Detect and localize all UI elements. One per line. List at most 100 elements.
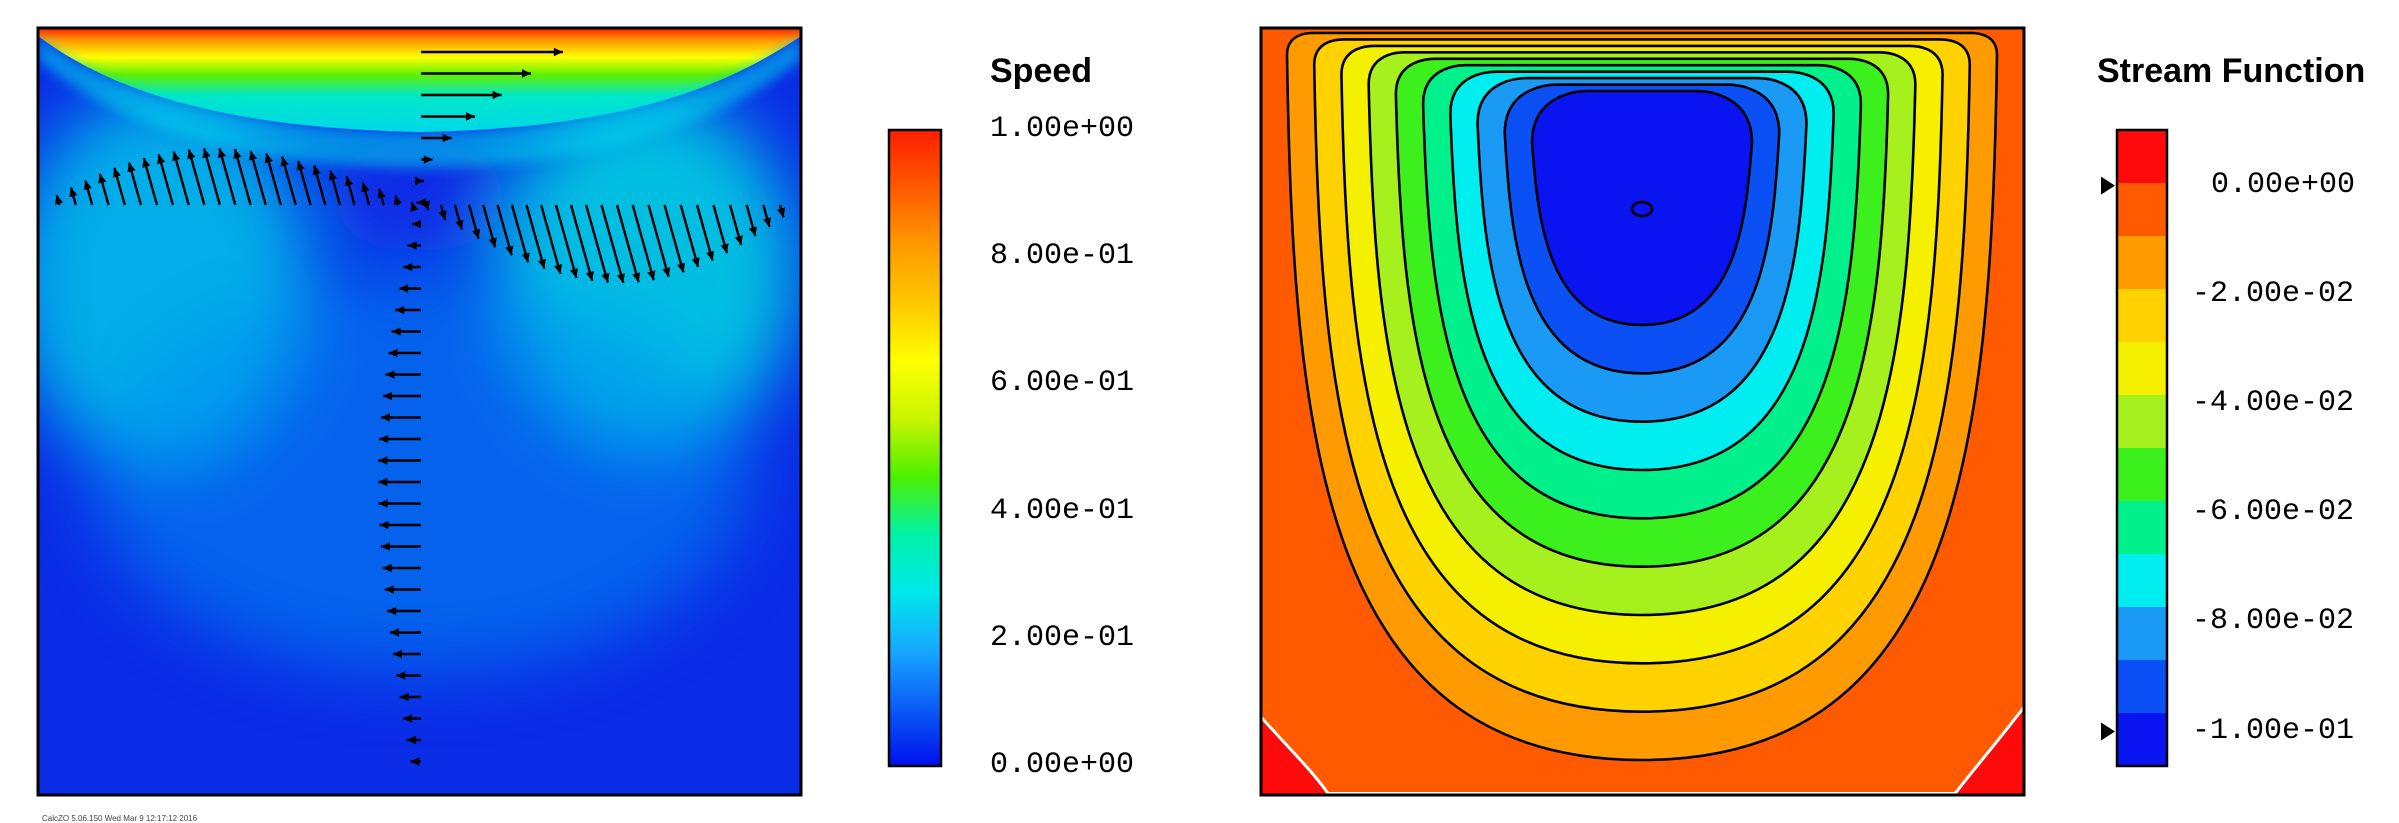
- stream-colorbar-bands: [2117, 130, 2167, 767]
- velocity-arrow: [525, 204, 546, 269]
- velocity-arrow: [510, 204, 530, 263]
- level-marker: [2101, 722, 2115, 741]
- speed-lid-fade: [38, 36, 801, 168]
- speed-blob-middle: [89, 272, 750, 673]
- speed-tick-label: 2.00e-01: [990, 620, 1135, 655]
- velocity-arrow: [403, 262, 421, 272]
- velocity-arrow: [379, 434, 421, 444]
- velocity-arrow: [421, 200, 430, 211]
- stream-colorbar-band: [2117, 236, 2167, 290]
- velocity-arrow: [396, 671, 421, 680]
- velocity-arrow: [496, 204, 514, 256]
- stream-function-plot: [1259, 26, 2026, 797]
- velocity-arrow: [647, 204, 671, 278]
- speed-tick-label: 1.00e+00: [990, 112, 1135, 146]
- stream-colorbar-band: [2117, 289, 2167, 343]
- velocity-arrow: [415, 176, 424, 186]
- velocity-arrow: [98, 173, 110, 206]
- stream-colorbar-frame: [2115, 128, 2169, 768]
- speed-tick-label: 4.00e-01: [990, 493, 1135, 528]
- velocity-arrow: [615, 204, 641, 283]
- stream-colorbar-band: [2117, 130, 2167, 184]
- velocity-arrow: [377, 188, 386, 206]
- velocity-arrow: [187, 149, 206, 206]
- velocity-arrow: [395, 305, 421, 315]
- stream-colorbar-band: [2117, 183, 2167, 237]
- velocity-arrow: [584, 204, 610, 283]
- stream-tick-label: -6.00e-02: [2192, 495, 2355, 530]
- velocity-arrow: [569, 204, 594, 282]
- velocity-arrow: [384, 585, 421, 594]
- corner-eddies: [1261, 704, 2024, 795]
- velocity-arrow: [540, 204, 563, 275]
- velocity-arrow: [600, 204, 625, 284]
- velocity-arrow: [382, 391, 421, 401]
- velocity-arrow: [280, 156, 297, 206]
- velocity-arrow: [679, 204, 700, 268]
- velocity-arrow: [217, 148, 237, 206]
- speed-tick-label: 6.00e-01: [990, 366, 1135, 401]
- velocity-arrow: [142, 157, 159, 206]
- level-marker: [2101, 176, 2115, 195]
- speed-field-lid: [38, 28, 801, 168]
- velocity-arrow: [378, 499, 421, 508]
- velocity-arrow: [712, 204, 729, 254]
- velocity-arrow: [382, 563, 421, 573]
- velocity-arrow: [378, 477, 421, 487]
- stream-colorbar-band: [2117, 448, 2167, 502]
- speed-colorbar-title: Speed: [990, 52, 1093, 90]
- velocity-arrow: [378, 456, 421, 465]
- speed-tick-label: 8.00e-01: [990, 239, 1135, 274]
- velocity-arrow: [663, 204, 686, 273]
- velocity-arrow: [410, 201, 419, 212]
- speed-tick-label: 0.00e+00: [990, 748, 1135, 782]
- velocity-arrow: [416, 198, 426, 207]
- velocity-arrow: [361, 182, 371, 206]
- stream-colorbar-title: Stream Function: [2097, 52, 2366, 90]
- velocity-arrow: [344, 176, 356, 206]
- velocity-arrow: [388, 348, 421, 358]
- velocity-arrow: [380, 413, 421, 422]
- velocity-arrow: [421, 47, 563, 57]
- velocity-arrow: [421, 69, 531, 78]
- speed-colorbar-frame: [887, 128, 943, 768]
- velocity-arrow: [157, 153, 175, 206]
- velocity-arrow: [202, 148, 222, 206]
- velocity-arrow: [172, 151, 190, 206]
- vortex-center: [1630, 200, 1654, 218]
- stream-colorbar-band: [2117, 501, 2167, 555]
- stream-colorbar-band: [2117, 554, 2167, 608]
- velocity-arrow: [380, 542, 421, 551]
- velocity-arrow: [407, 241, 421, 250]
- velocity-arrow: [406, 735, 421, 745]
- velocity-arrow: [421, 133, 452, 143]
- velocity-arrow: [385, 370, 421, 379]
- velocity-arrow: [421, 90, 502, 100]
- velocity-arrow: [54, 194, 64, 206]
- velocity-arrow: [399, 284, 421, 293]
- velocity-arrow: [467, 204, 481, 240]
- speed-blob-core: [329, 141, 510, 252]
- stream-tick-label: -1.00e-01: [2192, 713, 2355, 748]
- velocity-arrow: [69, 187, 78, 206]
- stream-contour-lines: [1630, 200, 1654, 218]
- velocity-arrow: [264, 153, 282, 206]
- velocity-arrow: [392, 649, 421, 659]
- velocity-arrow: [393, 195, 402, 206]
- speed-plot: [36, 26, 803, 797]
- stream-colorbar-band: [2117, 660, 2167, 714]
- speed-colorbar: [887, 128, 943, 768]
- velocity-arrow: [554, 204, 579, 279]
- velocity-arrow: [421, 112, 475, 121]
- velocity-arrow: [379, 520, 421, 530]
- velocity-arrow: [296, 160, 312, 206]
- velocity-arrow: [410, 757, 421, 766]
- stream-tick-label: -2.00e-02: [2192, 276, 2355, 311]
- velocity-arrow: [403, 714, 421, 723]
- velocity-arrow: [399, 692, 421, 702]
- velocity-arrow: [421, 155, 433, 164]
- speed-colorbar-ramp: [889, 130, 941, 766]
- stream-tick-label: -8.00e-02: [2192, 604, 2355, 639]
- velocity-arrow: [83, 180, 94, 206]
